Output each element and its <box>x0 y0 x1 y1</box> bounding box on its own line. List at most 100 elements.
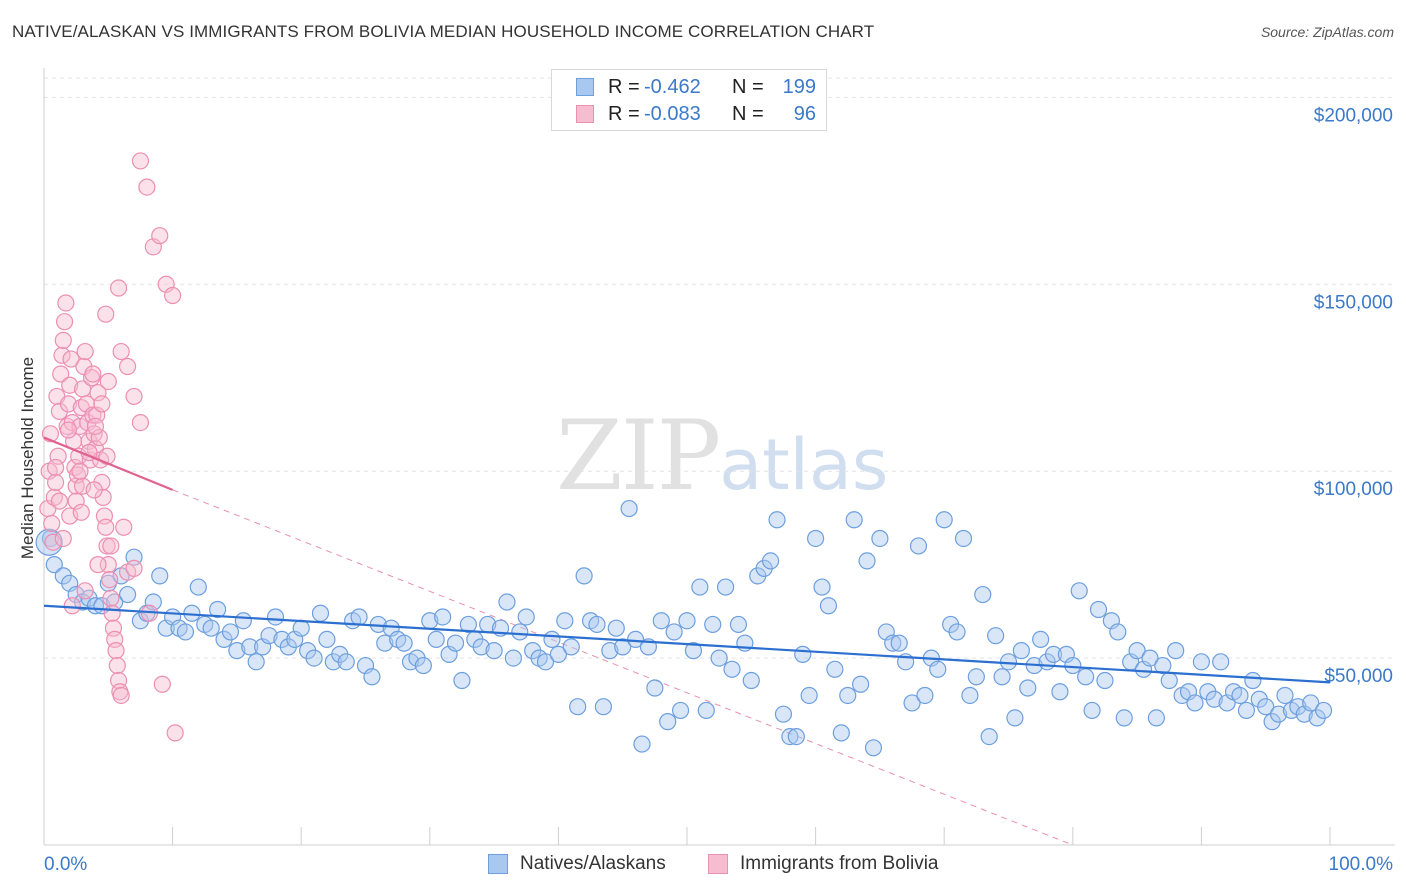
natives-point <box>221 623 240 641</box>
natives-point <box>434 608 452 626</box>
bolivia-point <box>84 365 102 383</box>
natives-point <box>909 537 928 555</box>
natives-point <box>601 642 619 660</box>
bolivia-point <box>102 589 120 607</box>
natives-point <box>446 634 465 652</box>
natives-point <box>1186 694 1204 712</box>
legend-label-natives: Natives/Alaskans <box>520 853 666 874</box>
natives-point <box>1083 701 1101 720</box>
legend-item-bolivia[interactable]: Immigrants from Bolivia <box>708 852 939 876</box>
bolivia-point <box>109 279 128 297</box>
natives-point <box>1257 698 1275 716</box>
natives-point <box>536 653 555 671</box>
natives-point <box>1302 694 1320 712</box>
bolivia-point <box>125 559 143 577</box>
natives-point <box>1006 709 1024 727</box>
natives-point <box>266 608 285 626</box>
bolivia-point <box>46 458 65 477</box>
bolivia-point <box>85 481 103 499</box>
natives-point <box>1089 600 1108 619</box>
bolivia-point <box>86 417 105 435</box>
natives-point <box>884 634 902 652</box>
bolivia-point <box>90 428 108 447</box>
natives-point <box>305 649 323 667</box>
natives-point <box>562 638 580 656</box>
natives-point <box>800 686 818 705</box>
bolivia-point <box>93 395 111 413</box>
bolivia-point <box>49 447 67 465</box>
bolivia-point <box>89 556 107 574</box>
bolivia-point <box>98 537 116 555</box>
natives-point <box>671 701 690 720</box>
legend-r-label: R = <box>608 75 640 98</box>
natives-point <box>1070 582 1088 600</box>
natives-point <box>176 623 195 641</box>
natives-point <box>1231 686 1249 705</box>
natives-point <box>710 649 728 667</box>
legend-n-value: 96 <box>793 102 816 125</box>
bolivia-point <box>50 492 69 510</box>
natives-point <box>517 608 535 626</box>
y-tick-label: $150,000 <box>1314 292 1393 313</box>
natives-point <box>903 694 921 712</box>
natives-point <box>871 529 889 548</box>
natives-point <box>1212 653 1230 671</box>
bolivia-point <box>125 387 143 406</box>
bolivia-point <box>46 473 65 492</box>
chart-source: Source: ZipAtlas.com <box>1260 24 1394 40</box>
natives-point <box>723 660 741 678</box>
natives-point <box>633 735 651 753</box>
natives-point <box>858 552 876 570</box>
natives-point <box>453 671 471 690</box>
bolivia-point <box>62 350 80 368</box>
bolivia-point <box>52 365 70 383</box>
bolivia-point <box>76 342 94 361</box>
natives-point <box>781 727 799 746</box>
natives-point <box>1276 686 1294 705</box>
natives-point <box>209 600 227 619</box>
natives-point <box>665 623 683 641</box>
bolivia-point <box>138 178 156 196</box>
x-tick-label-min: 0.0% <box>44 854 87 875</box>
bolivia-point <box>67 492 85 510</box>
natives-point <box>697 701 715 720</box>
natives-point <box>202 619 220 637</box>
legend-row-bolivia: R = -0.083 N = 96 <box>576 102 816 126</box>
natives-point <box>1012 642 1030 660</box>
natives-point <box>948 623 966 641</box>
natives-point <box>318 630 336 649</box>
natives-point <box>993 668 1011 686</box>
bolivia-point <box>164 286 182 305</box>
natives-point <box>1077 668 1095 686</box>
natives-point <box>376 634 394 652</box>
natives-point <box>189 578 207 596</box>
bolivia-point <box>151 227 169 245</box>
bolivia-point <box>54 331 72 349</box>
legend-r-value: -0.462 <box>644 75 701 98</box>
legend-item-natives[interactable]: Natives/Alaskans <box>488 852 666 876</box>
natives-point <box>498 593 516 611</box>
bolivia-point <box>61 376 79 394</box>
legend-swatch-pink <box>576 105 594 123</box>
natives-point <box>646 679 664 697</box>
natives-point <box>485 642 503 660</box>
natives-point <box>228 642 246 660</box>
natives-point <box>472 638 490 656</box>
chart-title: NATIVE/ALASKAN VS IMMIGRANTS FROM BOLIVI… <box>12 22 875 41</box>
bolivia-point <box>131 413 150 432</box>
x-tick-label-max: 100.0% <box>1329 854 1394 875</box>
natives-point <box>363 668 381 686</box>
natives-point <box>607 619 625 637</box>
natives-point <box>511 623 529 641</box>
natives-point <box>819 597 838 615</box>
bolivia-point <box>53 346 71 364</box>
natives-point <box>890 634 908 652</box>
bolivia-point <box>103 604 121 622</box>
bolivia-point <box>118 357 137 376</box>
natives-point <box>839 686 857 705</box>
legend-n-label: N = <box>732 102 764 125</box>
natives-point <box>774 705 793 723</box>
natives-point <box>337 653 355 671</box>
